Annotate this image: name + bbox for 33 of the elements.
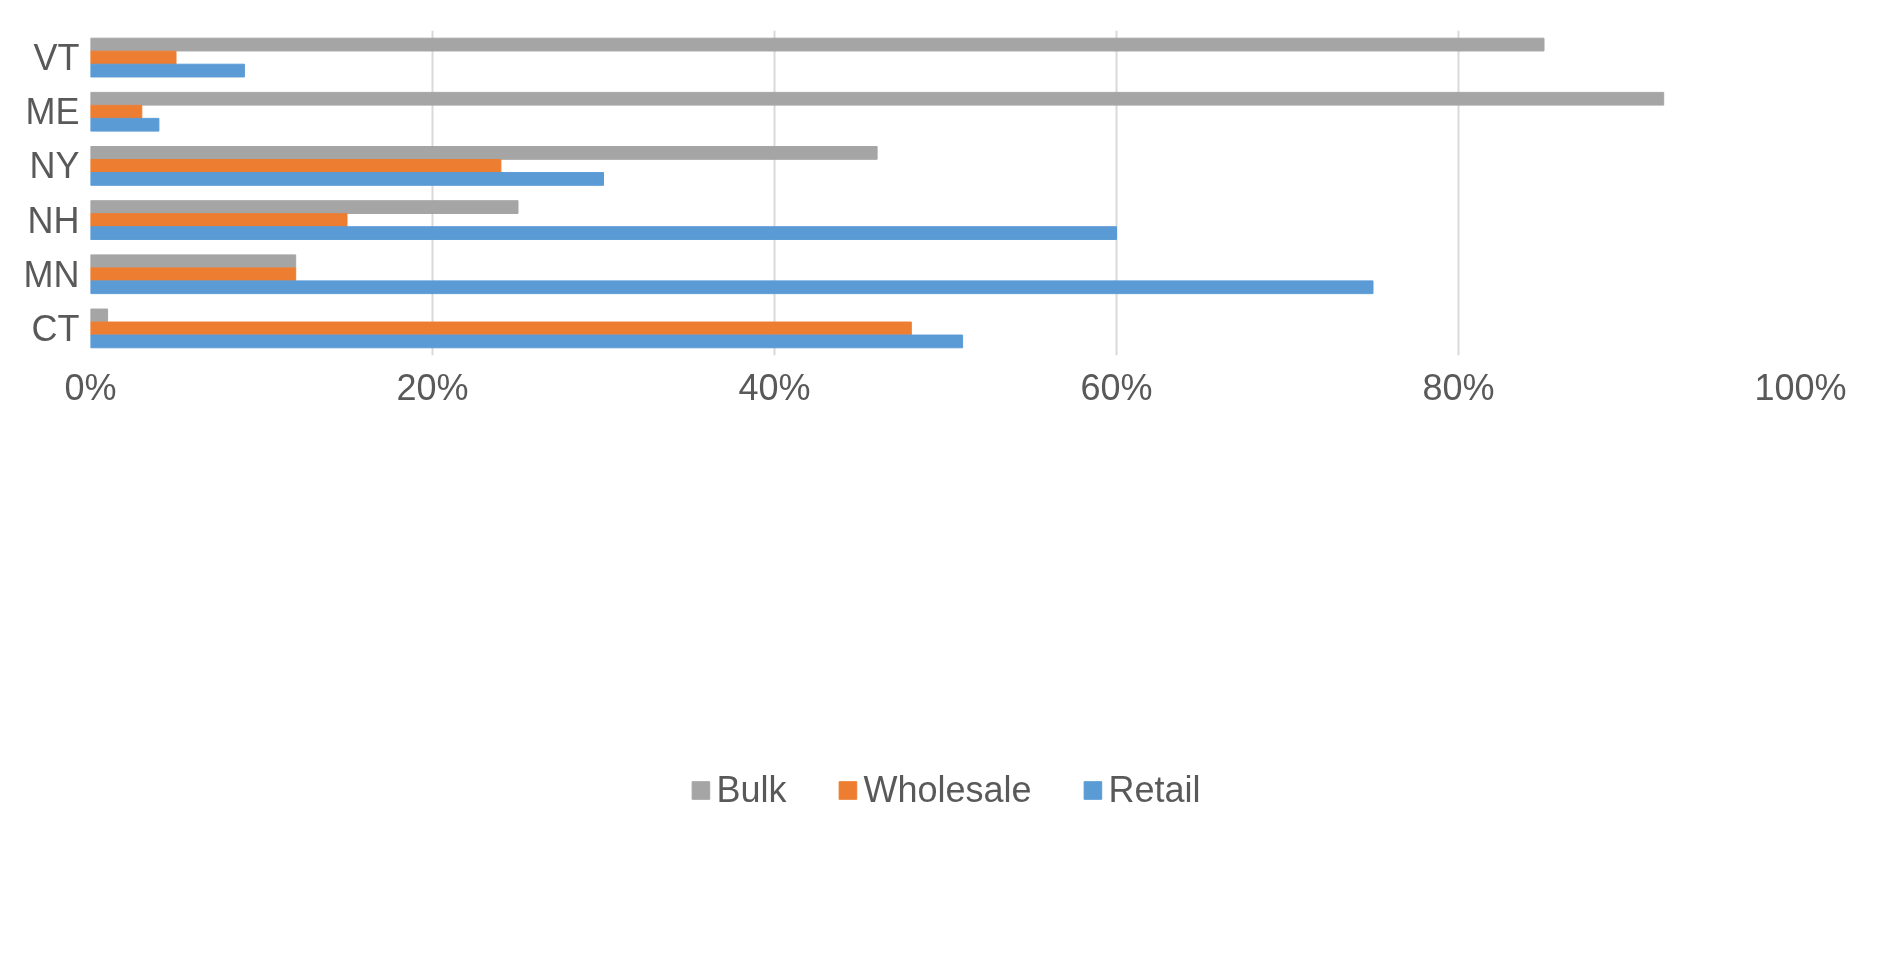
bar: [90, 226, 1117, 240]
bar: [90, 254, 297, 269]
y-tick-label: ME: [25, 91, 80, 133]
bar: [90, 159, 502, 173]
x-tick-label: 100%: [1754, 366, 1847, 408]
bar: [90, 308, 109, 323]
y-tick-label: CT: [31, 307, 80, 349]
bar: [90, 50, 177, 65]
bar: [90, 37, 1545, 52]
bar: [90, 63, 245, 78]
bar: [90, 280, 1374, 295]
bar: [90, 91, 1665, 106]
y-tick-label: VT: [33, 37, 80, 79]
x-tick-label: 0%: [64, 366, 117, 408]
x-tick-label: 60%: [1080, 366, 1153, 408]
x-tick-label: 80%: [1422, 366, 1495, 408]
legend-label: Wholesale: [863, 768, 1032, 811]
x-tick-label: 20%: [396, 366, 469, 408]
bar: [90, 146, 878, 160]
bar: [90, 104, 143, 119]
x-tick-label: 40%: [738, 366, 811, 408]
bar: [90, 334, 964, 349]
bar: [90, 117, 160, 132]
legend-label: Bulk: [716, 768, 787, 811]
bar: [90, 213, 348, 227]
bar: [90, 267, 297, 282]
bar: [90, 321, 912, 336]
y-tick-label: MN: [23, 253, 80, 295]
legend-label: Retail: [1108, 768, 1201, 811]
bar: [90, 200, 519, 214]
bar: [90, 172, 604, 186]
y-tick-label: NH: [27, 199, 80, 241]
y-tick-label: NY: [29, 145, 80, 187]
